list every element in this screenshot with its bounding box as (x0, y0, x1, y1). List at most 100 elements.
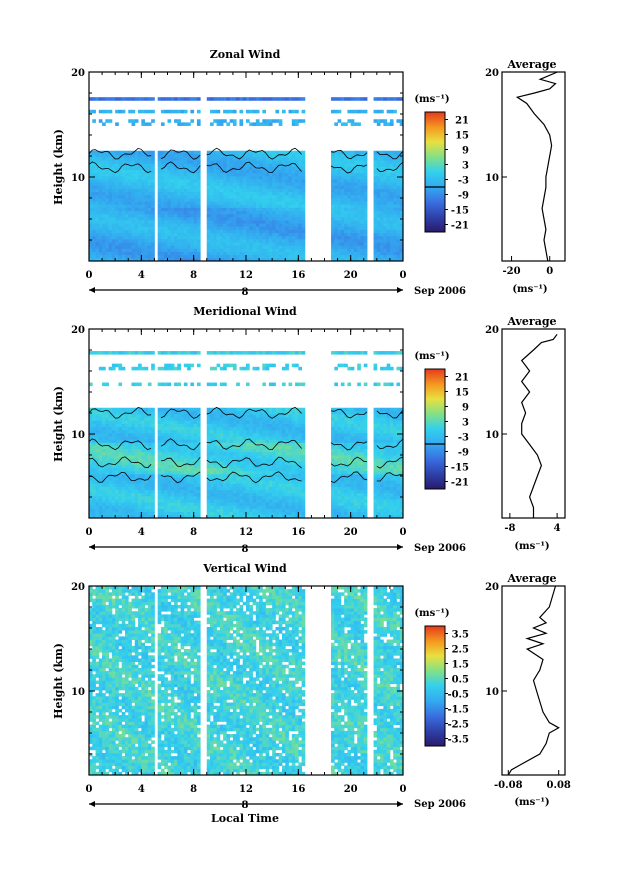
day-label: 8 (242, 287, 249, 298)
y-tick-label: 20 (71, 325, 85, 336)
heatmap-plot: 10 20 (71, 582, 404, 807)
average-profile: -20 0 10 20 (485, 68, 566, 277)
x-tick-label: 0 (86, 784, 93, 795)
colorbar: 3.5 2.5 1.5 0.5 -0.5 -1.5 -2.5 -3.5 (424, 625, 469, 747)
profile-line (515, 71, 558, 262)
colorbar: 21 15 9 3 -3 -9 -15 -21 (424, 368, 469, 490)
colorbar-tick-label: 3.5 (452, 630, 469, 641)
profile-frame (501, 328, 566, 519)
x-tick-label: 8 (190, 527, 197, 538)
x-tick-label: 4 (138, 527, 145, 538)
y-tick-label: 10 (71, 173, 85, 184)
x-axis-label: Local Time (211, 812, 279, 825)
x-tick-label: 12 (239, 527, 253, 538)
x-tick-label: 20 (344, 270, 358, 281)
x-tick-label: 8 (190, 784, 197, 795)
day-label: 8 (242, 544, 249, 555)
contour-line (88, 456, 404, 469)
y-tick-label: 20 (71, 68, 85, 79)
x-tick-labels: 0 4 8 12 16 20 0 (86, 784, 407, 795)
average-profile: -0.08 0.08 10 20 (485, 582, 571, 791)
x-tick-labels: 0 4 8 12 16 20 0 (86, 527, 407, 538)
colorbar-bar (424, 368, 446, 490)
heatmap-plot: 10 20 (71, 325, 404, 550)
x-tick-label: 12 (239, 784, 253, 795)
colorbar-tick-label: -9 (458, 191, 469, 202)
contour-line (88, 161, 404, 174)
colorbar-tick-label: -0.5 (447, 690, 469, 701)
average-unit: (ms⁻¹) (512, 284, 547, 295)
colorbar-tick-label: -3 (458, 176, 469, 187)
x-tick-label: 0 (86, 527, 93, 538)
profile-line (507, 585, 560, 776)
colorbar-tick-label: 3 (462, 418, 469, 429)
colorbar-tick-label: -15 (451, 463, 469, 474)
date-label: Sep 2006 (414, 799, 466, 810)
x-tick-label: 16 (291, 270, 305, 281)
x-tick-label: 0 (86, 270, 93, 281)
colorbar-tick-label: -15 (451, 206, 469, 217)
average-unit: (ms⁻¹) (514, 541, 549, 552)
profile-y-tick-label: 20 (485, 68, 499, 79)
x-tick-label: 12 (239, 270, 253, 281)
x-tick-label: 0 (400, 527, 407, 538)
colorbar-bar (424, 625, 446, 747)
profile-x-tick-label: -8 (504, 523, 515, 534)
x-tick-label: 20 (344, 527, 358, 538)
colorbar-tick-label: 3 (462, 161, 469, 172)
colorbar-tick-label: -21 (451, 221, 469, 232)
x-tick-label: 0 (400, 270, 407, 281)
x-tick-label: 8 (190, 270, 197, 281)
colorbar-unit: (ms⁻¹) (414, 608, 449, 619)
colorbar-tick-label: -3 (458, 433, 469, 444)
contour-line (88, 147, 404, 160)
date-label: Sep 2006 (414, 286, 466, 297)
profile-line (520, 333, 558, 518)
colorbar-tick-label: 0.5 (452, 675, 469, 686)
colorbar-tick-label: -9 (458, 448, 469, 459)
colorbar-tick-label: 15 (455, 388, 469, 399)
y-axis-label: Height (km) (52, 129, 65, 205)
average-title: Average (506, 315, 556, 328)
colorbar: 21 15 9 3 -3 -9 -15 -21 (424, 111, 469, 233)
colorbar-unit: (ms⁻¹) (414, 351, 449, 362)
colorbar-tick-label: -2.5 (447, 720, 469, 731)
panel-title: Vertical Wind (202, 562, 287, 575)
profile-y-tick-label: 10 (485, 687, 499, 698)
profile-y-tick-label: 20 (485, 325, 499, 336)
heatmap-plot: 10 20 (71, 68, 404, 293)
colorbar-tick-label: -3.5 (447, 735, 469, 746)
y-tick-label: 10 (71, 687, 85, 698)
panel-title: Zonal Wind (210, 48, 281, 61)
y-tick-label: 10 (71, 430, 85, 441)
profile-y-tick-label: 10 (485, 430, 499, 441)
zonal-wind-panel: Zonal Wind Height (km) 10 20 0 4 8 12 16 20 0 S… (52, 48, 566, 298)
date-label: Sep 2006 (414, 543, 466, 554)
x-tick-label: 16 (291, 784, 305, 795)
colorbar-tick-label: 15 (455, 131, 469, 142)
day-label: 8 (242, 800, 249, 811)
colorbar-tick-label: 9 (462, 146, 469, 157)
average-title: Average (506, 58, 556, 71)
profile-y-tick-label: 20 (485, 582, 499, 593)
colorbar-tick-label: -1.5 (447, 705, 469, 716)
profile-x-tick-label: 0 (546, 266, 553, 277)
x-tick-label: 20 (344, 784, 358, 795)
x-tick-label: 16 (291, 527, 305, 538)
profile-x-tick-label: -20 (503, 266, 521, 277)
average-profile: -8 4 10 20 (485, 325, 566, 534)
colorbar-tick-label: 21 (455, 116, 469, 127)
colorbar-tick-label: 21 (455, 373, 469, 384)
average-unit: (ms⁻¹) (514, 797, 549, 808)
panel-title: Meridional Wind (193, 305, 297, 318)
x-tick-label: 4 (138, 270, 145, 281)
contour-line (88, 471, 404, 484)
contour-line (88, 406, 404, 419)
profile-x-tick-label: 4 (554, 523, 561, 534)
colorbar-tick-label: 1.5 (452, 660, 469, 671)
meridional-wind-panel: Meridional Wind Height (km) 10 20 0 4 8 12 16… (52, 305, 566, 555)
vertical-wind-panel: Vertical Wind Height (km) 10 20 0 4 8 12 16 20… (52, 562, 571, 811)
colorbar-bar (424, 111, 446, 233)
y-axis-label: Height (km) (52, 386, 65, 462)
